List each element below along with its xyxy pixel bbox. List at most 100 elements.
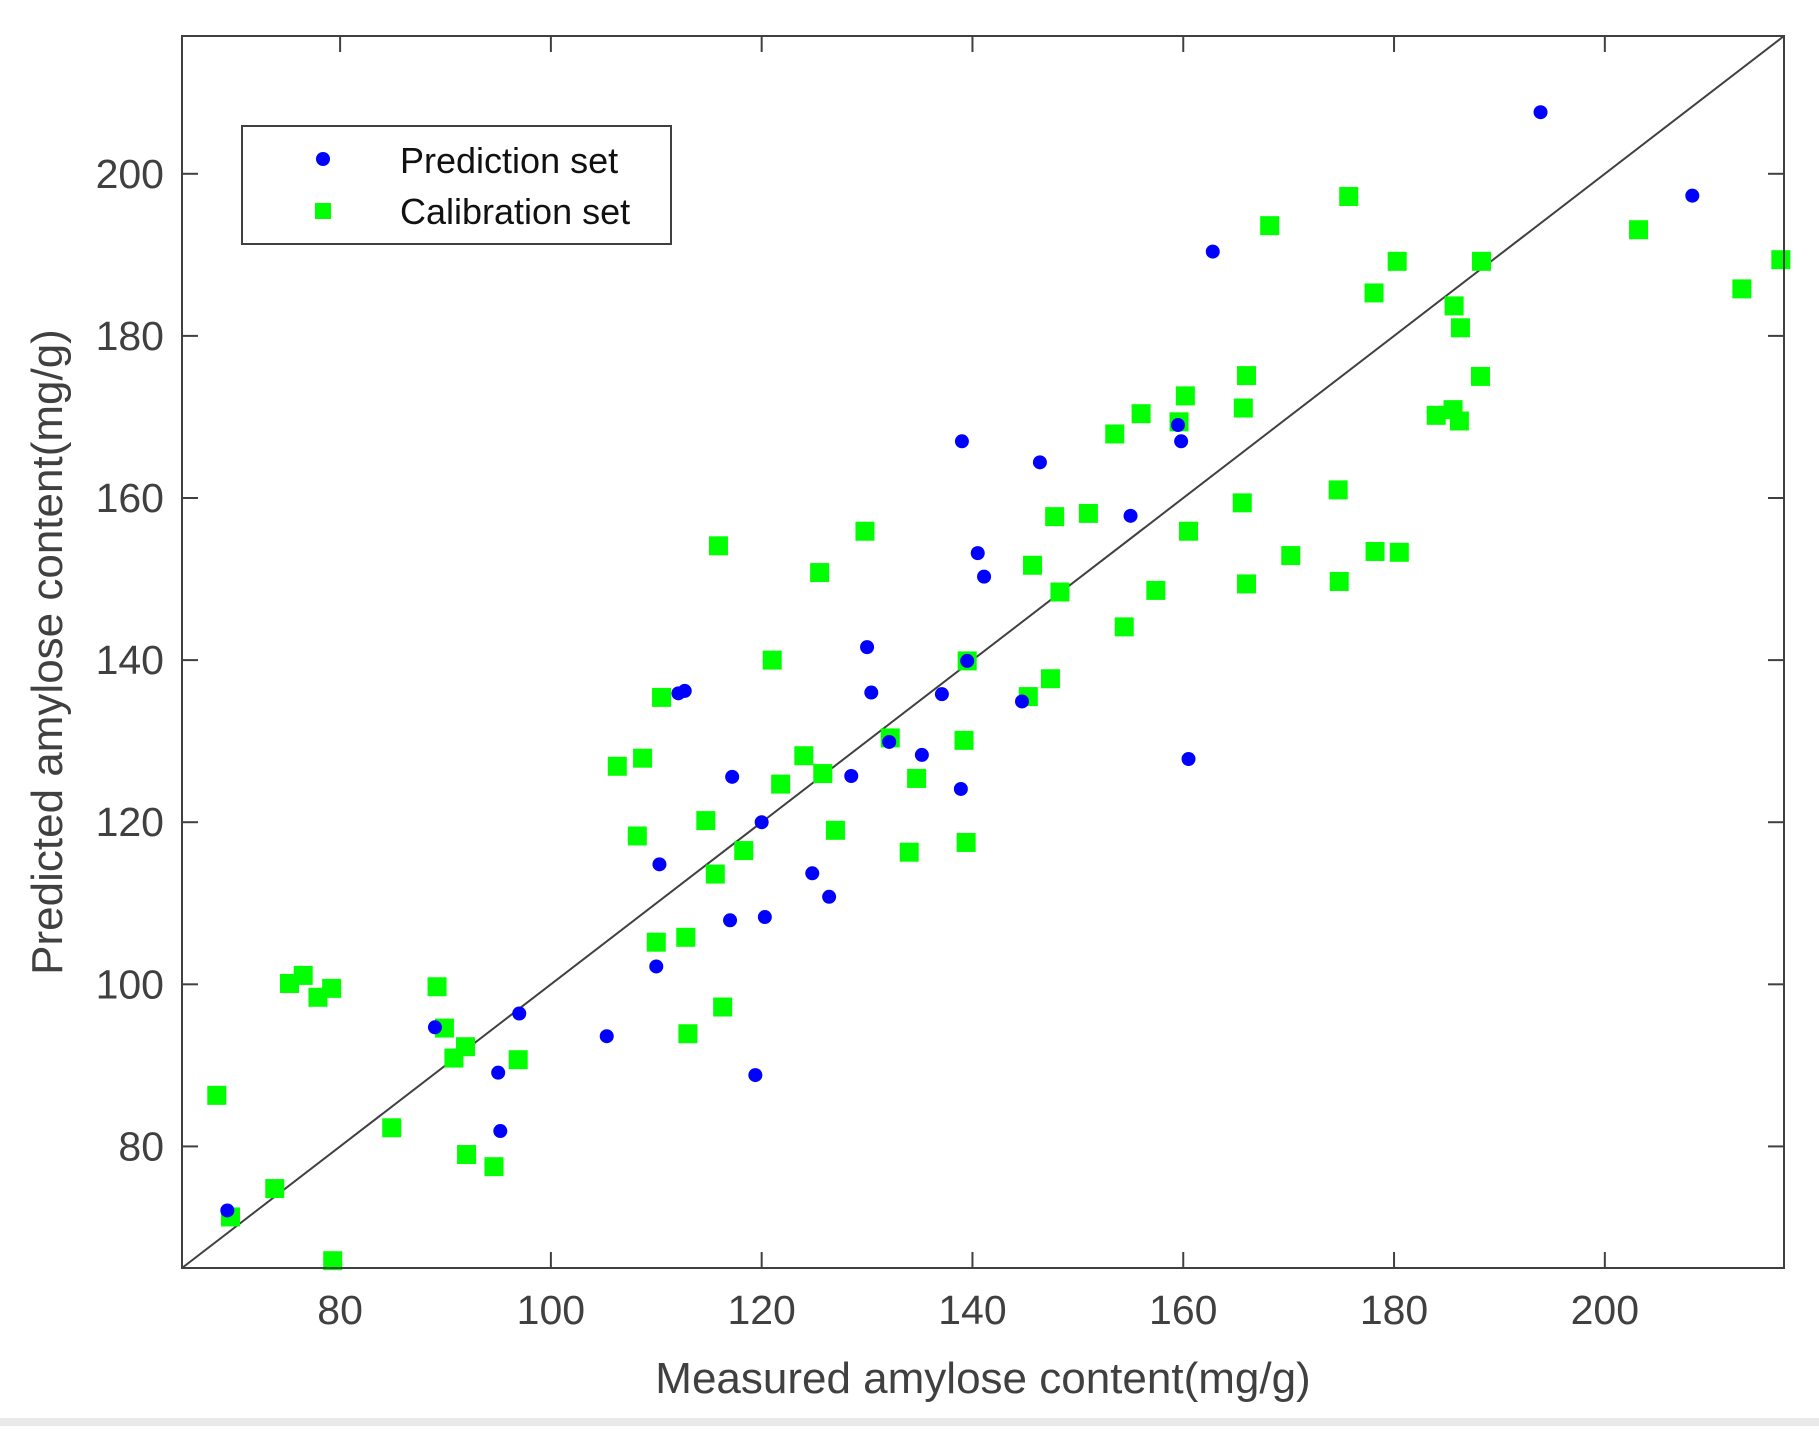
calibration-point — [1472, 251, 1492, 271]
calibration-point — [825, 820, 845, 840]
ticks-layer: 80 100 120 140 160 180 200 80 100 120 140 160 180 200 — [96, 36, 1784, 1333]
calibration-point — [1629, 220, 1649, 240]
x-tick-label: 80 — [317, 1287, 363, 1333]
calibration-point — [1470, 366, 1490, 386]
prediction-point — [493, 1124, 508, 1139]
points-layer — [207, 105, 1791, 1271]
prediction-point — [1123, 508, 1138, 523]
calibration-point — [1232, 493, 1252, 513]
prediction-point — [882, 734, 897, 749]
prediction-point — [960, 653, 975, 668]
calibration-point — [954, 730, 974, 750]
calibration-point — [762, 650, 782, 670]
calibration-point — [1078, 503, 1098, 523]
y-tick-label: 160 — [96, 475, 164, 521]
calibration-point — [1444, 296, 1464, 316]
calibration-point — [1233, 398, 1253, 418]
prediction-point — [491, 1065, 506, 1080]
prediction-point — [649, 959, 664, 974]
calibration-point — [627, 826, 647, 846]
prediction-point — [512, 1006, 527, 1021]
calibration-point — [708, 536, 728, 556]
prediction-point — [748, 1068, 763, 1083]
prediction-point — [1205, 244, 1220, 259]
legend-calibration-marker — [315, 203, 331, 219]
y-tick-label: 140 — [96, 637, 164, 683]
calibration-point — [1179, 521, 1199, 541]
calibration-point — [646, 932, 666, 952]
prediction-point — [754, 815, 769, 830]
legend-calibration-label: Calibration set — [400, 191, 630, 232]
calibration-point — [1040, 669, 1060, 689]
calibration-point — [1364, 283, 1384, 303]
calibration-point — [705, 864, 725, 884]
calibration-point — [1260, 216, 1280, 236]
calibration-point — [323, 1251, 343, 1271]
calibration-point — [713, 997, 733, 1017]
calibration-point — [1023, 555, 1043, 575]
prediction-point — [677, 683, 692, 698]
calibration-point — [810, 563, 830, 583]
x-tick-label: 140 — [938, 1287, 1006, 1333]
calibration-point — [1387, 251, 1407, 271]
calibration-point — [1045, 507, 1065, 527]
calibration-point — [696, 811, 716, 831]
legend-prediction-label: Prediction set — [400, 140, 618, 181]
calibration-point — [207, 1085, 227, 1105]
calibration-point — [956, 832, 976, 852]
prediction-point — [860, 640, 875, 655]
calibration-point — [293, 965, 313, 985]
calibration-point — [1771, 250, 1791, 270]
prediction-point — [954, 434, 969, 449]
prediction-point — [934, 687, 949, 702]
calibration-point — [855, 521, 875, 541]
y-tick-label: 80 — [118, 1123, 164, 1169]
prediction-point — [970, 546, 985, 561]
calibration-point — [907, 768, 927, 788]
x-tick-label: 200 — [1571, 1287, 1639, 1333]
plot-frame — [181, 35, 1785, 1269]
calibration-point — [427, 977, 447, 997]
prediction-point — [1685, 188, 1700, 203]
calibration-point — [633, 748, 653, 768]
prediction-point — [757, 910, 772, 925]
calibration-point — [899, 842, 919, 862]
calibration-point — [1114, 617, 1134, 637]
x-tick-label: 120 — [727, 1287, 795, 1333]
prediction-point — [723, 913, 738, 928]
calibration-point — [676, 927, 696, 947]
prediction-point — [914, 747, 929, 762]
prediction-point — [1181, 751, 1196, 766]
calibration-point — [1105, 424, 1125, 444]
calibration-point — [1329, 571, 1349, 591]
legend: Prediction set Calibration set — [241, 125, 672, 245]
calibration-point — [265, 1179, 285, 1199]
calibration-point — [1146, 580, 1166, 600]
prediction-point — [1533, 105, 1548, 120]
calibration-point — [1339, 186, 1359, 206]
calibration-point — [508, 1050, 528, 1070]
y-axis-label: Predicted amylose content(mg/g) — [23, 329, 72, 975]
calibration-point — [794, 746, 814, 766]
prediction-point — [1014, 694, 1029, 709]
calibration-point — [1450, 318, 1470, 338]
prediction-point — [805, 866, 820, 881]
calibration-point — [1732, 279, 1752, 299]
calibration-point — [1050, 582, 1070, 602]
calibration-point — [1236, 574, 1256, 594]
prediction-point — [1170, 418, 1185, 433]
legend-prediction-marker — [316, 152, 330, 166]
calibration-point — [484, 1157, 504, 1177]
calibration-point — [1175, 386, 1195, 406]
prediction-point — [220, 1203, 235, 1218]
legend-box — [241, 125, 672, 245]
bottom-divider — [0, 1418, 1819, 1426]
calibration-point — [734, 841, 754, 861]
calibration-point — [771, 774, 791, 794]
x-tick-label: 100 — [517, 1287, 585, 1333]
calibration-point — [813, 764, 833, 784]
calibration-point — [1281, 546, 1301, 566]
calibration-point — [1236, 366, 1256, 386]
